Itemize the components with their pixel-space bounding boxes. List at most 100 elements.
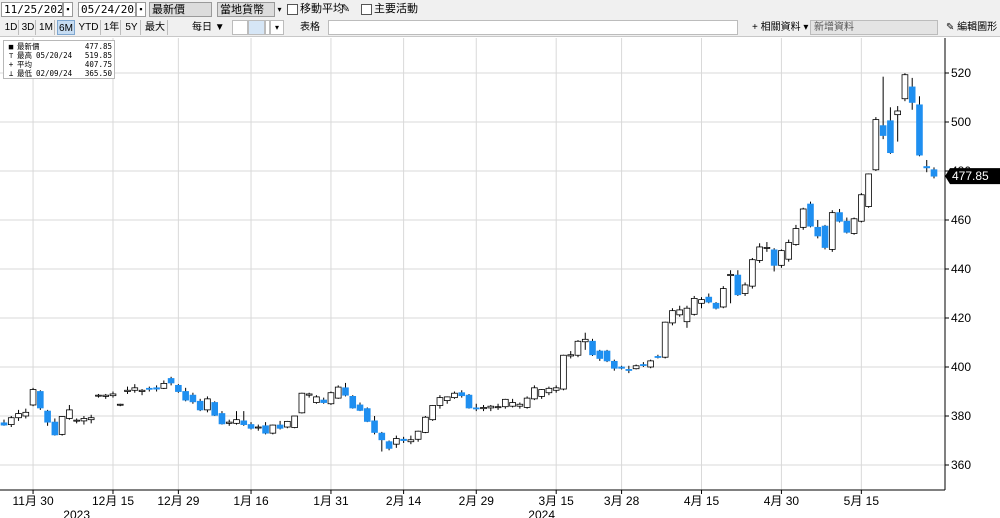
candle <box>247 422 255 430</box>
y-tick-label: 440 <box>951 262 971 276</box>
y-tick-label: 520 <box>951 66 971 80</box>
period-tab[interactable]: 最大 <box>143 20 168 35</box>
candle <box>858 193 865 223</box>
period-tab[interactable]: 1年 <box>103 20 121 35</box>
candle-body-down <box>705 296 713 303</box>
candle-body-up <box>7 417 15 425</box>
candle <box>291 415 298 429</box>
candle-body-down <box>916 104 923 156</box>
price-field-select[interactable]: 最新價 <box>149 2 212 17</box>
candle-body-down <box>167 378 175 384</box>
frequency-select[interactable]: 每日 ▼ <box>192 22 225 33</box>
candle-body-up <box>414 430 422 440</box>
table-button[interactable]: 表格 <box>300 22 320 33</box>
chart-style-button-edge[interactable] <box>265 20 270 35</box>
candle-body-down <box>843 220 851 233</box>
calendar-icon[interactable]: ▪ <box>136 2 146 17</box>
candle <box>436 395 444 409</box>
candle-body-down <box>349 395 357 409</box>
candle <box>414 430 422 442</box>
candle-body-up <box>305 393 313 396</box>
end-date-field[interactable]: 05/24/2024 <box>78 2 136 17</box>
y-tick-label: 380 <box>951 409 971 423</box>
year-label: 2024 <box>528 508 555 518</box>
candle <box>756 243 763 263</box>
add-data-button[interactable]: 新增資料 <box>810 20 938 35</box>
candle <box>138 389 146 396</box>
key-activity-checkbox[interactable] <box>361 4 372 15</box>
candle <box>850 217 858 235</box>
candle <box>734 270 742 296</box>
candle-body-up <box>574 340 582 356</box>
period-tab[interactable]: 6M <box>57 20 75 35</box>
edit-chart-button[interactable]: ✎ 編輯圖形 <box>946 20 1000 35</box>
candle-body-down <box>371 420 378 433</box>
candle <box>73 418 80 424</box>
last-price-marker: 477.85 <box>945 168 1000 185</box>
candle-body-down <box>596 350 604 359</box>
candle-body-down <box>923 166 931 169</box>
period-tab[interactable]: YTD <box>77 20 101 35</box>
period-tab[interactable]: 1M <box>38 20 55 35</box>
candle <box>29 387 37 407</box>
candle-body-down <box>44 410 51 423</box>
candle <box>727 270 734 304</box>
candle-body-down <box>51 421 59 436</box>
candle <box>741 282 749 296</box>
related-data-button[interactable]: + 相關資料 ▾ <box>752 20 808 35</box>
candle <box>342 382 349 397</box>
candle <box>502 398 509 409</box>
candle <box>189 392 197 404</box>
candle <box>233 411 240 425</box>
candle <box>778 249 785 268</box>
candle <box>574 340 582 358</box>
period-tab[interactable]: 3D <box>21 20 36 35</box>
candle-body-down <box>320 399 327 403</box>
candle-body-up <box>676 309 684 316</box>
candle-body-down <box>712 302 720 309</box>
candle-body-up <box>850 218 858 234</box>
chart-style-button[interactable] <box>248 20 265 35</box>
legend-value: 519.85 <box>84 51 112 60</box>
currency-select[interactable]: 當地貨幣 <box>217 2 275 17</box>
chevron-down-icon[interactable]: ▾ <box>270 20 284 35</box>
candle <box>334 385 342 399</box>
start-date-field[interactable]: 11/25/2023 <box>1 2 63 17</box>
legend-row-average: + 平均 407.75 <box>6 60 112 69</box>
x-tick-label: 11月 30 <box>12 494 53 508</box>
candle-body-down <box>908 86 916 103</box>
period-tab[interactable]: 5Y <box>123 20 141 35</box>
chart-type-button[interactable] <box>232 20 248 35</box>
moving-average-checkbox[interactable] <box>287 4 298 15</box>
candle-body-up <box>334 386 342 399</box>
candle <box>545 386 553 396</box>
x-tick-label: 1月 16 <box>233 494 269 508</box>
candle <box>887 107 894 154</box>
candle-body-up <box>284 420 291 428</box>
period-tab[interactable]: 1D <box>4 20 19 35</box>
candle-body-up <box>22 411 30 417</box>
candle <box>66 404 73 420</box>
candle-body-down <box>146 387 153 390</box>
candle-body-up <box>73 419 80 422</box>
candle-body-up <box>233 419 240 424</box>
x-tick-label: 2月 29 <box>459 494 495 508</box>
candle-body-down <box>211 402 219 416</box>
chevron-down-icon[interactable]: ▾ <box>277 5 282 14</box>
candle <box>87 414 95 424</box>
candle <box>538 389 545 399</box>
pencil-icon[interactable]: ✎ <box>341 3 351 15</box>
candle-body-down <box>814 226 822 237</box>
low-marker-icon: ⊥ <box>8 69 14 78</box>
calendar-icon[interactable]: ▪ <box>63 2 73 17</box>
pencil-icon: ✎ <box>946 22 958 33</box>
chart-legend: ■ 最新價 477.85 ⊤ 最高 05/20/24 519.85 + 平均 4… <box>3 40 115 79</box>
candle-body-down <box>472 407 480 410</box>
candle <box>320 397 327 404</box>
candle-body-down <box>879 125 887 136</box>
candle <box>305 392 313 398</box>
candle <box>661 321 669 359</box>
candle-body-up <box>502 398 509 408</box>
candle-body-up <box>443 396 451 401</box>
